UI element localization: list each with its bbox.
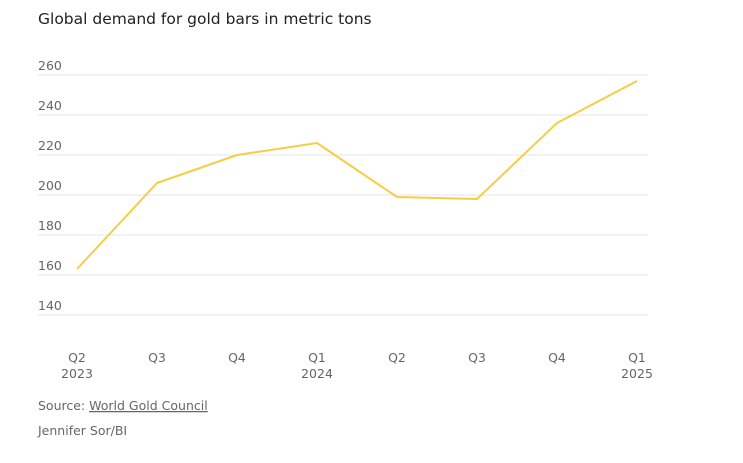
source-label: Source: <box>38 398 85 413</box>
y-tick-label: 240 <box>38 98 62 113</box>
credit: Jennifer Sor/BI <box>37 423 127 438</box>
source: Source: World Gold Council <box>38 398 208 413</box>
y-tick-label: 140 <box>38 298 62 313</box>
x-tick-label: Q3 <box>468 350 486 365</box>
x-tick-label-line: 2023 <box>61 366 93 381</box>
chart-title: Global demand for gold bars in metric to… <box>38 10 372 28</box>
data-line <box>76 80 638 270</box>
x-tick-label: Q4 <box>548 350 566 365</box>
y-tick-label: 260 <box>38 58 62 73</box>
x-tick-label-line: 2024 <box>301 366 333 381</box>
source-link[interactable]: World Gold Council <box>89 398 208 413</box>
x-tick-label: Q1 2025 <box>621 350 653 381</box>
x-tick-label: Q2 2023 <box>61 350 93 381</box>
x-tick-label-line: Q2 <box>68 350 86 365</box>
y-tick-label: 200 <box>38 178 62 193</box>
x-tick-label: Q1 2024 <box>301 350 333 381</box>
x-tick-label: Q4 <box>228 350 246 365</box>
x-tick-label: Q2 <box>388 350 406 365</box>
x-tick-label-line: Q1 <box>628 350 646 365</box>
y-tick-label: 180 <box>38 218 62 233</box>
x-tick-label-line: Q1 <box>308 350 326 365</box>
x-tick-label-line: 2025 <box>621 366 653 381</box>
x-tick-label: Q3 <box>148 350 166 365</box>
y-tick-label: 220 <box>38 138 62 153</box>
y-tick-label: 160 <box>38 258 62 273</box>
